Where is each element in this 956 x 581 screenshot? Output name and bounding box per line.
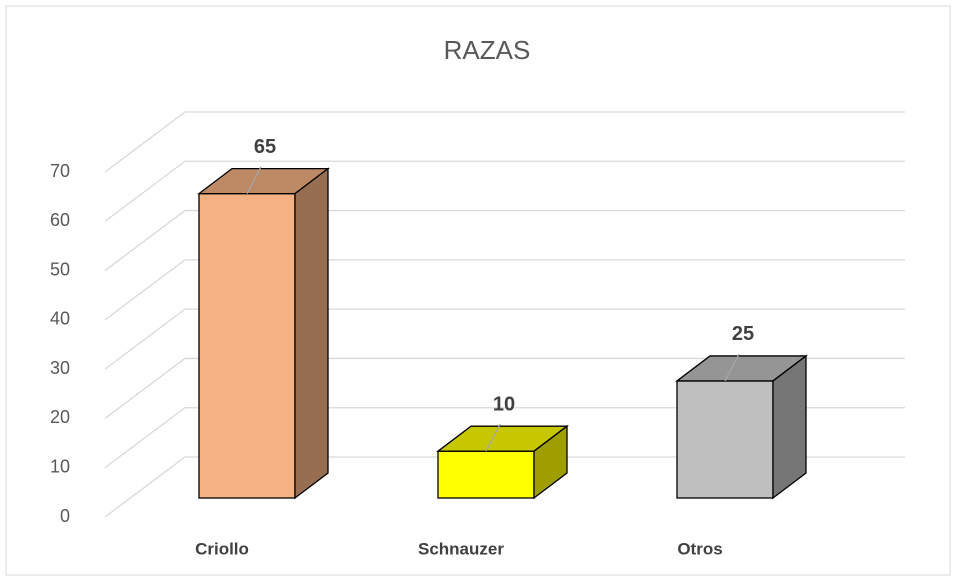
grid-line xyxy=(104,308,905,370)
grid-line xyxy=(104,259,905,321)
grid-line xyxy=(104,407,905,469)
x-tick-label: Criollo xyxy=(195,539,249,558)
y-tick-label: 10 xyxy=(50,456,70,476)
bar-front xyxy=(676,380,774,499)
grid-line xyxy=(104,160,905,222)
y-tick-label: 0 xyxy=(60,506,70,526)
bar-side xyxy=(533,424,568,500)
y-tick-label: 20 xyxy=(50,407,70,427)
leader-line xyxy=(246,166,262,194)
grid-line xyxy=(104,456,905,518)
y-tick-label: 60 xyxy=(50,210,70,230)
data-label: 10 xyxy=(493,393,515,415)
y-tick-label: 30 xyxy=(50,358,70,378)
grid-line xyxy=(104,111,905,173)
data-label: 65 xyxy=(254,136,276,158)
leader-line xyxy=(485,423,501,452)
chart-title: RAZAS xyxy=(444,35,531,65)
bar-side xyxy=(294,167,329,500)
bar-front xyxy=(437,450,535,499)
grid-line xyxy=(104,209,905,272)
bar-front xyxy=(198,193,296,499)
x-tick-label: Otros xyxy=(677,539,722,558)
leader-line xyxy=(724,353,740,382)
y-tick-label: 70 xyxy=(50,161,70,181)
bar-side xyxy=(772,354,807,500)
y-tick-label: 40 xyxy=(50,309,70,329)
data-label: 25 xyxy=(732,323,754,345)
grid-line xyxy=(104,357,905,419)
x-tick-label: Schnauzer xyxy=(418,539,504,558)
y-tick-label: 50 xyxy=(50,259,70,279)
